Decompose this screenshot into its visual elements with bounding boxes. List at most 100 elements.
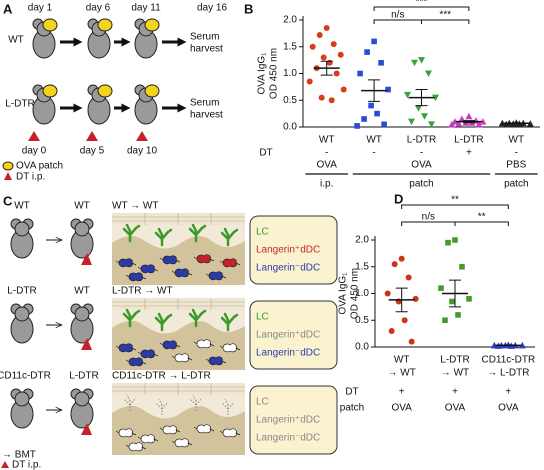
row-value: - — [420, 148, 423, 159]
day-label: day 16 — [197, 3, 227, 14]
data-point — [328, 97, 335, 104]
data-point — [428, 121, 435, 128]
x-tick-label: → WT — [388, 368, 416, 379]
mouse — [70, 218, 94, 259]
mouse — [88, 85, 112, 124]
x-tick-label: L-DTR — [440, 355, 469, 366]
data-point — [354, 123, 360, 129]
histology — [111, 297, 246, 371]
day-label: day 6 — [86, 3, 111, 14]
data-point — [449, 298, 455, 305]
data-point — [412, 295, 419, 302]
row-value: + — [466, 148, 472, 159]
group-label: patch — [504, 179, 528, 190]
legend-box — [249, 385, 338, 455]
data-point — [442, 317, 448, 324]
group-label: PBS — [506, 160, 526, 171]
y-tick-label: 0.5 — [283, 95, 297, 106]
legend-box — [249, 300, 338, 370]
result: Serum — [190, 98, 219, 109]
transfer: L-DTR → WT — [112, 286, 173, 297]
data-point — [408, 118, 415, 126]
cell-label: LC — [256, 227, 269, 238]
data-point — [388, 327, 395, 334]
row-value: - — [325, 148, 328, 159]
significance-bracket — [421, 19, 470, 24]
result: Serum — [190, 32, 219, 43]
data-point — [405, 274, 412, 281]
data-point — [306, 78, 313, 85]
data-point — [438, 285, 444, 291]
day-label: day 0 — [22, 146, 47, 157]
transplant-row: WT WT WT → WT LC Langerin⁺dDC Langerin⁻d… — [10, 201, 338, 286]
data-point — [466, 296, 472, 302]
histology — [111, 212, 246, 286]
row-label: DT — [345, 387, 358, 398]
recipient: L-DTR — [69, 371, 98, 382]
mouse — [88, 19, 112, 58]
cell-label: Langerin⁺dDC — [256, 245, 320, 256]
mouse — [135, 85, 159, 124]
x-tick-label: → WT — [441, 368, 469, 379]
y-tick-label: 1.5 — [355, 261, 369, 272]
data-point — [381, 121, 387, 128]
mouse — [70, 388, 94, 429]
error-bar — [462, 120, 475, 124]
dt-marker — [81, 253, 92, 265]
day-label: day 5 — [80, 146, 105, 157]
x-tick-label: → L-DTR — [487, 368, 529, 379]
data-point — [340, 86, 347, 93]
row-value: - — [515, 148, 518, 159]
significance-bracket — [454, 221, 509, 226]
donor: L-DTR — [7, 286, 36, 297]
data-point — [432, 94, 439, 102]
data-point — [455, 312, 461, 318]
y-tick-label: 2.0 — [283, 15, 297, 26]
data-point — [502, 120, 510, 128]
data-point — [459, 263, 465, 270]
recipient: WT — [74, 286, 90, 297]
y-tick-label: 1.0 — [355, 288, 369, 299]
significance-label: *** — [439, 10, 451, 21]
row-value: + — [399, 387, 405, 398]
result: harvest — [190, 44, 223, 55]
dt-marker — [28, 131, 148, 141]
legend-label: → BMT — [2, 450, 36, 461]
mouse — [10, 303, 34, 344]
mouse — [135, 19, 159, 58]
row-value: OVA — [498, 403, 519, 414]
row-label: patch — [340, 403, 364, 414]
transfer: CD11c-DTR → L-DTR — [112, 371, 211, 382]
day-label: day 11 — [131, 3, 161, 14]
data-point — [309, 43, 316, 50]
data-point — [448, 120, 456, 128]
x-tick-label: WT — [319, 135, 335, 146]
transplant-row: CD11c-DTR L-DTR CD11c-DTR → L-DTR LC Lan… — [0, 371, 338, 456]
data-point — [333, 70, 340, 77]
data-point — [418, 57, 425, 64]
significance-label: n/s — [391, 10, 404, 21]
panel-label: C — [3, 193, 13, 208]
row-value: + — [452, 387, 458, 398]
legend-swatch — [2, 161, 14, 171]
recipient: WT — [74, 201, 90, 212]
legend-label: DT i.p. — [16, 172, 45, 183]
data-point — [404, 91, 411, 99]
row-value: + — [505, 387, 511, 398]
data-point — [475, 120, 483, 128]
data-point — [361, 116, 367, 122]
error-bar — [368, 79, 381, 102]
data-point — [378, 60, 384, 66]
mouse — [33, 19, 57, 58]
transfer: WT → WT — [112, 201, 158, 212]
data-point — [357, 70, 363, 77]
y-tick-label: 1.5 — [283, 41, 297, 52]
data-point — [415, 105, 422, 112]
cell-label: Langerin⁺dDC — [256, 415, 320, 426]
y-axis-label: OD 450 nm — [269, 48, 280, 99]
data-point — [323, 25, 330, 32]
x-tick-label: CD11c-DTR — [481, 355, 535, 366]
significance-label: ** — [478, 212, 486, 223]
data-point — [320, 54, 327, 61]
donor: WT — [14, 201, 30, 212]
